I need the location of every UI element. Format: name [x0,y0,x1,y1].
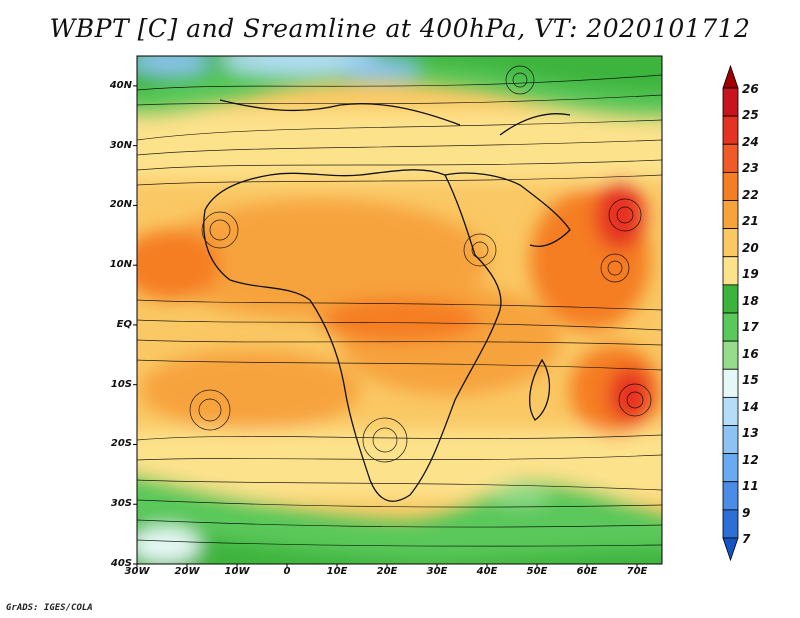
colorbar-label: 17 [742,320,759,335]
colorbar-swatch [722,256,739,286]
plot-frame [136,55,663,565]
lon-label: 10E [326,566,348,577]
streamlines [137,65,662,547]
lon-label: 40E [476,566,498,577]
colorbar-label: 25 [742,108,759,123]
map-title: WBPT [C] and Sreamline at 400hPa, VT: 20… [49,14,751,43]
colorbar-swatch [722,143,739,173]
lat-label: 40S [110,558,132,569]
lon-label: 20W [174,566,200,577]
colorbar-label: 13 [742,426,759,441]
lat-label: EQ [116,318,132,330]
colorbar-swatch [722,481,739,511]
colorbar-swatch [722,115,739,145]
shaded-field [137,56,662,564]
lon-label: 70E [626,566,648,577]
colorbar-label: 16 [742,346,759,361]
colorbar-label: 22 [742,187,759,202]
colorbar-label: 21 [742,214,759,229]
colorbar-swatch [722,284,739,314]
lat-label: 10N [109,259,132,271]
lon-label: 20E [376,566,398,577]
colorbar-swatch [722,396,739,426]
colorbar-swatch [722,200,739,230]
lon-label: 50E [526,566,548,577]
colorbar-label: 7 [742,532,751,546]
colorbar-label: 9 [742,505,751,520]
colorbar-label: 26 [742,82,759,96]
lat-label: 10S [110,378,132,390]
lon-label: 10W [224,566,250,577]
colorbar-swatch [722,312,739,342]
colorbar-swatch [722,509,739,539]
colorbar-swatch [722,453,739,483]
colorbar-label: 12 [742,452,759,467]
colorbar-swatch [722,368,739,398]
lat-label: 40N [109,79,132,91]
colorbar-swatch [722,87,739,117]
colorbar-swatch [722,340,739,370]
lat-label: 30S [110,498,132,510]
colorbar-label: 24 [742,134,759,149]
coastlines [203,99,571,502]
colorbar-top-arrow [722,64,739,89]
lat-label: 20S [110,438,132,450]
lon-label: 0 [283,566,291,577]
lat-label: 30N [109,139,132,151]
colorbar-label: 15 [742,373,759,388]
lon-label: 30W [124,566,150,577]
colorbar-swatch [722,228,739,258]
colorbar-swatch [722,171,739,201]
colorbar-label: 20 [742,240,759,255]
colorbar-label: 11 [742,479,759,494]
lon-label: 60E [576,566,598,577]
colorbar-label: 18 [742,293,759,308]
colorbar-label: 23 [742,161,759,176]
colorbar-bottom-arrow [722,537,739,562]
colorbar-label: 14 [742,399,759,414]
colorbar-label: 19 [742,267,759,282]
colorbar-swatch [722,425,739,455]
credit-label: GrADS: IGES/COLA [6,603,93,613]
lon-label: 30E [426,566,448,577]
lat-label: 20N [109,199,132,211]
